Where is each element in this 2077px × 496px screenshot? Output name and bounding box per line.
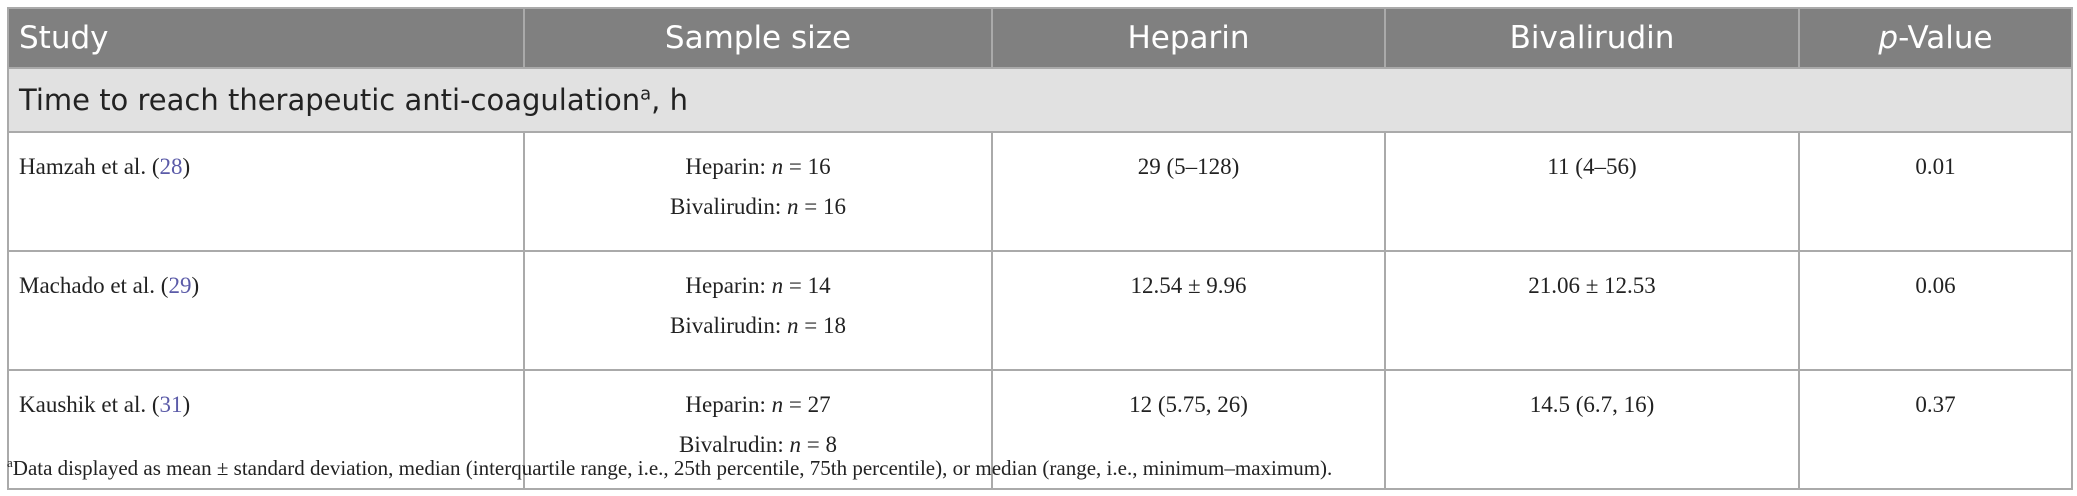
study-name: Hamzah et al. ( bbox=[19, 154, 160, 179]
drug-label: Heparin: bbox=[685, 154, 766, 179]
n-variable: n bbox=[771, 392, 784, 417]
n-count: = 16 bbox=[788, 154, 831, 179]
section-cell: Time to reach therapeutic anti-coagulati… bbox=[7, 67, 2073, 133]
study-cell: Kaushik et al. (31) bbox=[7, 369, 525, 490]
p-value-cell: 0.37 bbox=[1798, 369, 2073, 490]
study-end: ) bbox=[191, 273, 200, 298]
sample-line: Heparin: n = 27 bbox=[535, 385, 981, 425]
n-variable: n bbox=[786, 194, 799, 219]
bivalirudin-cell: 11 (4–56) bbox=[1384, 131, 1800, 252]
section-unit: , h bbox=[651, 83, 688, 117]
n-count: = 8 bbox=[806, 432, 837, 457]
drug-label: Bivalirudin: bbox=[670, 313, 782, 338]
n-count: = 27 bbox=[788, 392, 831, 417]
sample-line: Heparin: n = 14 bbox=[535, 266, 981, 306]
n-variable: n bbox=[771, 273, 784, 298]
citation: 29 bbox=[168, 273, 192, 298]
drug-label: Heparin: bbox=[685, 392, 766, 417]
n-variable: n bbox=[789, 432, 802, 457]
bivalirudin-cell: 21.06 ± 12.53 bbox=[1384, 250, 1800, 371]
data-row: Machado et al. (29) Heparin: n = 14 Bivaliru… bbox=[7, 250, 2073, 371]
header-row: Study Sample size Heparin Bivalirudin p-Valu… bbox=[7, 7, 2073, 69]
data-table: Study Sample size Heparin Bivalirudin p-Valu… bbox=[7, 7, 2073, 490]
study-name: Kaushik et al. ( bbox=[19, 392, 160, 417]
drug-label: Heparin: bbox=[685, 273, 766, 298]
footnote: aData displayed as mean ± standard devia… bbox=[7, 455, 1332, 481]
sample-line: Bivalirudin: n = 18 bbox=[535, 306, 981, 346]
heparin-cell: 12 (5.75, 26) bbox=[991, 369, 1386, 490]
sample-line: Heparin: n = 16 bbox=[535, 147, 981, 187]
header-cell: p-Value bbox=[1798, 7, 2073, 69]
data-row: Kaushik et al. (31) Heparin: n = 27 Bivalrud… bbox=[7, 369, 2073, 490]
footnote-mark: a bbox=[7, 455, 13, 470]
header-cell: Study bbox=[7, 7, 525, 69]
data-row: Hamzah et al. (28) Heparin: n = 16 Bivalirud… bbox=[7, 131, 2073, 252]
study-cell: Hamzah et al. (28) bbox=[7, 131, 525, 252]
study-end: ) bbox=[182, 392, 191, 417]
study-end: ) bbox=[182, 154, 191, 179]
header-cell: Sample size bbox=[523, 7, 993, 69]
sample-line: Bivalirudin: n = 16 bbox=[535, 187, 981, 227]
sample-cell: Heparin: n = 27 Bivalrudin: n = 8 bbox=[523, 369, 993, 490]
n-variable: n bbox=[786, 313, 799, 338]
n-count: = 18 bbox=[804, 313, 846, 338]
heparin-cell: 29 (5–128) bbox=[991, 131, 1386, 252]
section-text: Time to reach therapeutic anti-coagulati… bbox=[19, 83, 641, 117]
bivalirudin-cell: 14.5 (6.7, 16) bbox=[1384, 369, 1800, 490]
drug-label: Bivalirudin: bbox=[670, 194, 782, 219]
header-italic: p bbox=[1878, 20, 1899, 56]
sample-cell: Heparin: n = 16 Bivalirudin: n = 16 bbox=[523, 131, 993, 252]
header-cell: Heparin bbox=[991, 7, 1386, 69]
drug-label: Bivalrudin: bbox=[678, 432, 784, 457]
section-footnote-mark: a bbox=[640, 83, 652, 105]
section-row: Time to reach therapeutic anti-coagulati… bbox=[7, 67, 2073, 133]
p-value-cell: 0.06 bbox=[1798, 250, 2073, 371]
n-variable: n bbox=[771, 154, 784, 179]
sample-cell: Heparin: n = 14 Bivalirudin: n = 18 bbox=[523, 250, 993, 371]
sample-line: Bivalrudin: n = 8 bbox=[535, 425, 981, 465]
study-name: Machado et al. ( bbox=[19, 273, 169, 298]
citation: 28 bbox=[159, 154, 183, 179]
heparin-cell: 12.54 ± 9.96 bbox=[991, 250, 1386, 371]
header-cell: Bivalirudin bbox=[1384, 7, 1800, 69]
footnote-text: Data displayed as mean ± standard deviat… bbox=[12, 456, 1333, 480]
study-cell: Machado et al. (29) bbox=[7, 250, 525, 371]
n-count: = 14 bbox=[788, 273, 831, 298]
header-text: -Value bbox=[1898, 20, 1993, 56]
n-count: = 16 bbox=[804, 194, 846, 219]
citation: 31 bbox=[159, 392, 183, 417]
p-value-cell: 0.01 bbox=[1798, 131, 2073, 252]
